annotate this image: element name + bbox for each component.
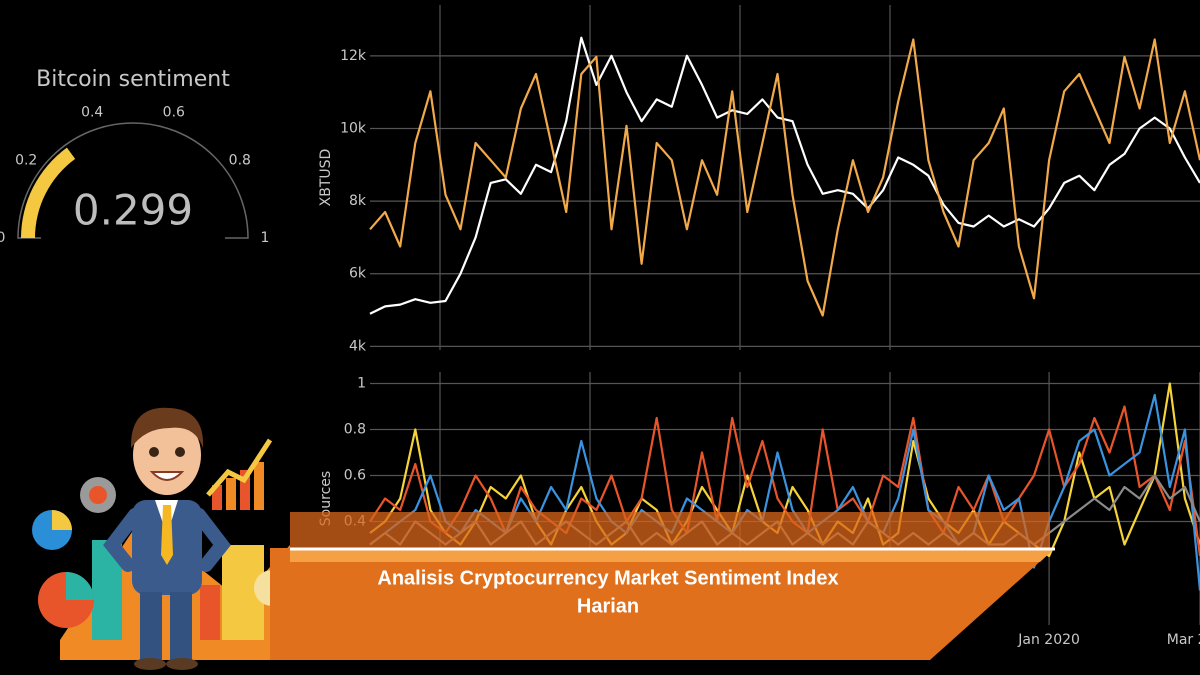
gauge-outline: [17, 122, 249, 239]
art-gear-center: [89, 486, 107, 504]
banner-highlight: [290, 548, 1055, 562]
art-trend-arrow: [206, 438, 273, 497]
art-mini-bar: [254, 462, 264, 510]
gauge-value-arc: [21, 147, 76, 238]
gauge-title: Bitcoin sentiment: [36, 67, 230, 92]
person-shoe: [166, 658, 198, 670]
person-hair: [130, 407, 204, 448]
y-tick-label: 8k: [349, 193, 367, 209]
art-mini-bar: [240, 470, 250, 510]
person-smile: [149, 471, 185, 481]
y-tick-label: 10k: [340, 120, 367, 136]
y-tick-label: 12k: [340, 48, 367, 64]
person-tie: [161, 505, 173, 565]
y-tick-label: 0.6: [344, 468, 366, 484]
x-tick-label: Mar 2020: [1167, 632, 1200, 648]
person-eye: [175, 447, 185, 457]
person-shoe: [134, 658, 166, 670]
y-tick-label: 6k: [349, 266, 367, 282]
banner-title: Analisis Cryptocurrency Market Sentiment…: [377, 567, 838, 589]
person-head: [133, 415, 201, 495]
gauge-tick-label: 0.6: [163, 104, 185, 120]
y-tick-label: 0.8: [344, 422, 366, 438]
art-mini-bar: [226, 478, 236, 510]
art-mini-bar: [212, 485, 222, 510]
gauge: Bitcoin sentiment 0.299 0 0.2 0.4 0.6 0.8 1: [0, 67, 269, 246]
y-axis-title: XBTUSD: [318, 149, 334, 207]
gauge-value: 0.299: [73, 186, 193, 235]
gauge-tick-label: 0.8: [229, 152, 251, 168]
person-arm: [103, 508, 142, 572]
data-line: [369, 38, 1200, 317]
banner-art: Analisis Cryptocurrency Market Sentiment…: [32, 407, 1055, 675]
person-eye: [149, 447, 159, 457]
banner-title: Harian: [577, 595, 639, 617]
gauge-tick-label: 0: [0, 230, 5, 246]
y-tick-label: 1: [357, 376, 366, 392]
y-tick-label: 4k: [349, 338, 367, 354]
person-leg: [170, 592, 192, 662]
banner: [270, 548, 1055, 660]
person-arm: [192, 508, 231, 572]
art-pie-slice: [66, 572, 94, 600]
gauge-tick-label: 0.2: [15, 152, 37, 168]
x-tick-label: Jan 2020: [1017, 632, 1080, 648]
data-line: [369, 36, 1200, 315]
art-bar: [200, 585, 220, 640]
gauge-tick-label: 1: [261, 230, 270, 246]
art-pie-slice: [52, 510, 72, 530]
gauge-tick-label: 0.4: [81, 104, 103, 120]
person-leg: [140, 592, 162, 662]
banner-band: [290, 512, 1050, 548]
